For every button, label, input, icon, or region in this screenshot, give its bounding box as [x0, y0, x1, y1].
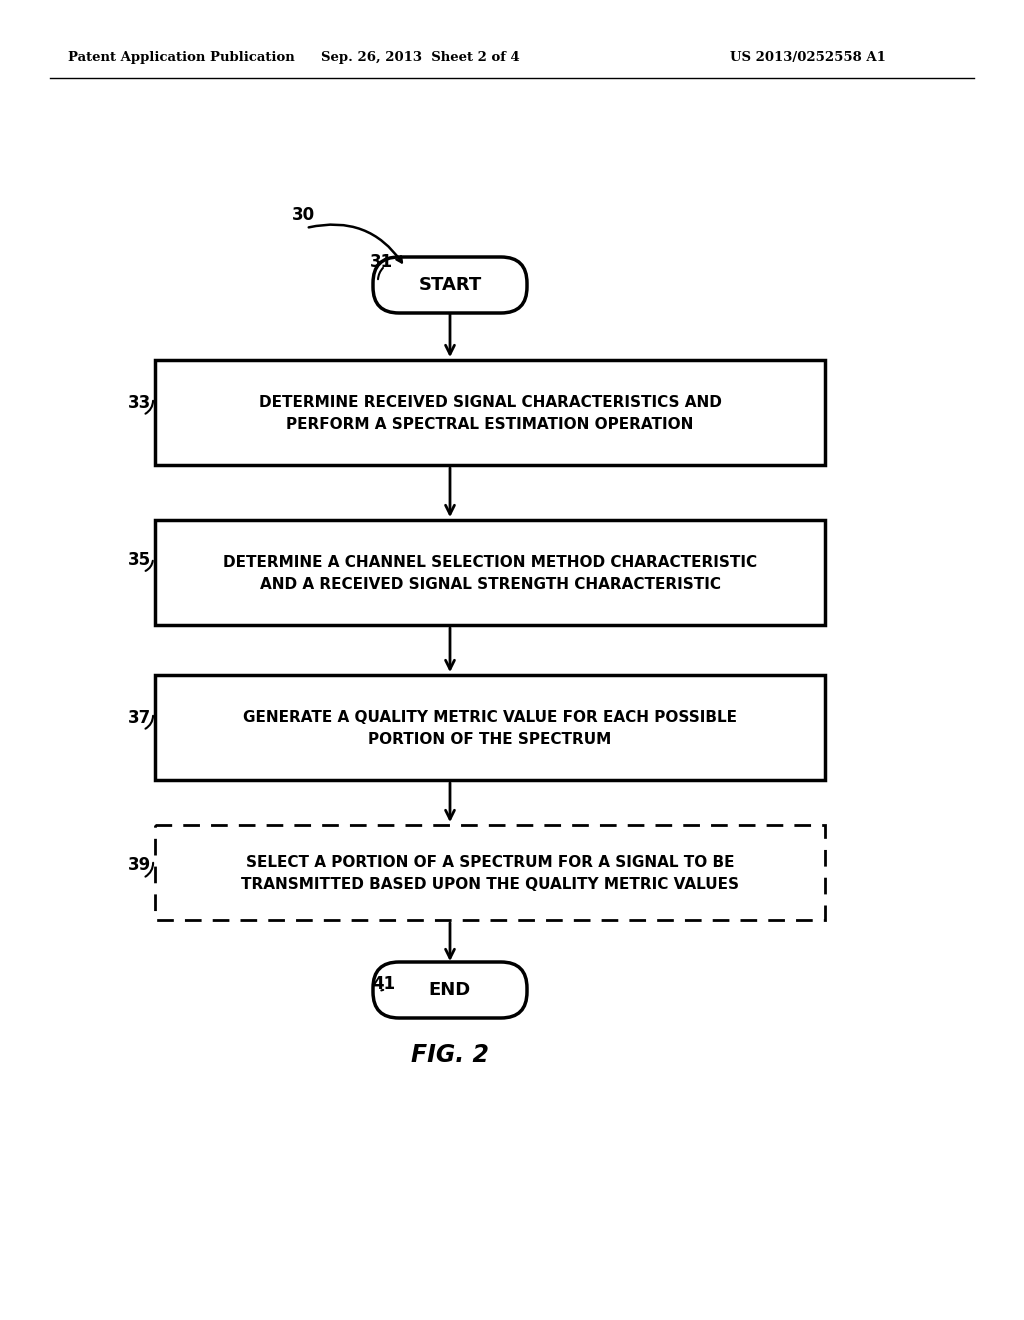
Text: AND A RECEIVED SIGNAL STRENGTH CHARACTERISTIC: AND A RECEIVED SIGNAL STRENGTH CHARACTER… — [259, 577, 721, 591]
Text: 30: 30 — [292, 206, 315, 224]
Text: SELECT A PORTION OF A SPECTRUM FOR A SIGNAL TO BE: SELECT A PORTION OF A SPECTRUM FOR A SIG… — [246, 855, 734, 870]
Bar — [155, 520, 825, 624]
Text: DETERMINE RECEIVED SIGNAL CHARACTERISTICS AND: DETERMINE RECEIVED SIGNAL CHARACTERISTIC… — [259, 395, 722, 411]
Text: PERFORM A SPECTRAL ESTIMATION OPERATION: PERFORM A SPECTRAL ESTIMATION OPERATION — [287, 417, 693, 432]
Text: Sep. 26, 2013  Sheet 2 of 4: Sep. 26, 2013 Sheet 2 of 4 — [321, 51, 519, 65]
Text: END: END — [429, 981, 471, 999]
Text: PORTION OF THE SPECTRUM: PORTION OF THE SPECTRUM — [369, 733, 611, 747]
Text: 37: 37 — [128, 709, 152, 727]
Bar — [155, 825, 825, 920]
Text: 31: 31 — [370, 253, 393, 271]
FancyBboxPatch shape — [373, 962, 527, 1018]
Text: 41: 41 — [372, 975, 395, 993]
Text: FIG. 2: FIG. 2 — [411, 1043, 489, 1067]
Text: TRANSMITTED BASED UPON THE QUALITY METRIC VALUES: TRANSMITTED BASED UPON THE QUALITY METRI… — [241, 876, 739, 892]
Text: 35: 35 — [128, 550, 152, 569]
Bar — [155, 675, 825, 780]
Text: START: START — [419, 276, 481, 294]
Text: 39: 39 — [128, 855, 152, 874]
FancyBboxPatch shape — [373, 257, 527, 313]
Text: GENERATE A QUALITY METRIC VALUE FOR EACH POSSIBLE: GENERATE A QUALITY METRIC VALUE FOR EACH… — [243, 710, 737, 725]
Bar — [155, 360, 825, 465]
Text: Patent Application Publication: Patent Application Publication — [68, 51, 295, 65]
Text: 33: 33 — [128, 393, 152, 412]
Text: DETERMINE A CHANNEL SELECTION METHOD CHARACTERISTIC: DETERMINE A CHANNEL SELECTION METHOD CHA… — [223, 554, 757, 570]
Text: US 2013/0252558 A1: US 2013/0252558 A1 — [730, 51, 886, 65]
